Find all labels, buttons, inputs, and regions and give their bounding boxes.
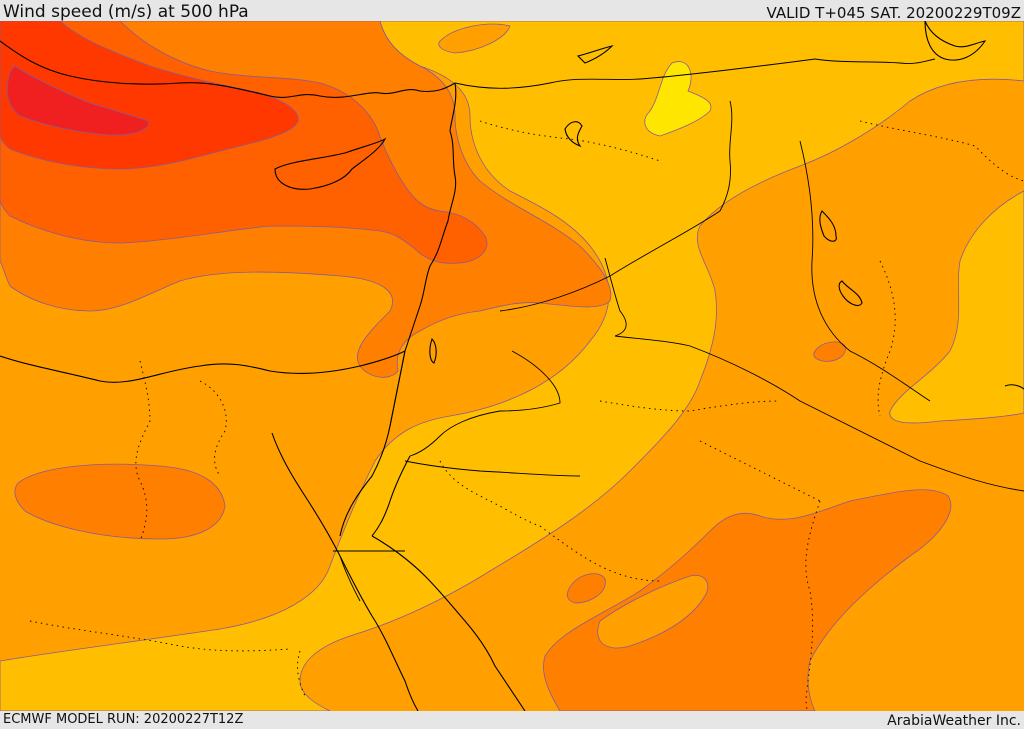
field-band-dark-orange-blob-2 [566, 573, 606, 604]
valid-time: VALID T+045 SAT. 20200229T09Z [766, 4, 1021, 22]
field-band-dark-orange-blob-1 [813, 341, 846, 362]
country-borders [332, 58, 1024, 602]
field-band-light-orange-east [889, 190, 1024, 424]
wind-speed-map[interactable] [0, 21, 1024, 711]
credit: ArabiaWeather Inc. [887, 713, 1021, 729]
header-bar: Wind speed (m/s) at 500 hPa VALID T+045 … [0, 0, 1024, 22]
field-band-dark-orange-southwest [14, 463, 226, 540]
field-band-light-orange-central [0, 21, 1024, 711]
field-band-red-core [0, 21, 299, 170]
map-title: Wind speed (m/s) at 500 hPa [3, 2, 249, 22]
field-band-dark-orange-southeast [543, 489, 952, 711]
field-band-yellow-north-patch [644, 61, 712, 137]
field-band-orange-north-patch [438, 23, 511, 54]
model-run: ECMWF MODEL RUN: 20200227T12Z [3, 712, 244, 727]
field-band-core-west [6, 65, 149, 136]
field-band-orange-hole-southeast [597, 575, 709, 649]
footer-bar: ECMWF MODEL RUN: 20200227T12Z ArabiaWeat… [0, 711, 1024, 729]
province-borders [29, 120, 1024, 711]
coastlines [0, 21, 1024, 711]
